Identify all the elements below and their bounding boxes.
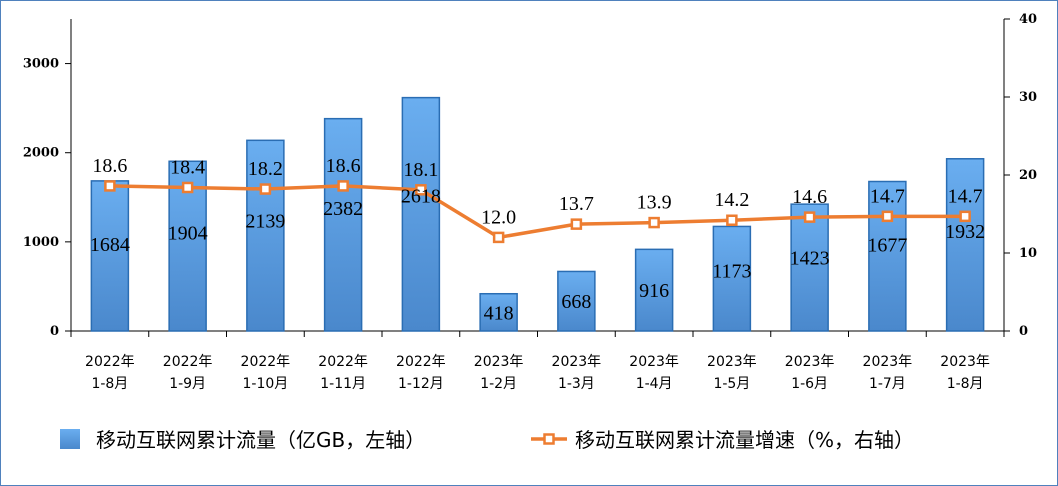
left-axis-tick-label: 1000 (23, 235, 59, 250)
x-axis-tick-label-year: 2023年 (707, 354, 757, 370)
x-axis-tick-label-period: 1-2月 (480, 376, 517, 392)
x-axis-tick-label-year: 2022年 (163, 354, 213, 370)
line-data-label: 14.7 (870, 185, 905, 207)
bar (479, 292, 518, 332)
line-point (492, 231, 505, 244)
x-axis-tick-label-year: 2022年 (241, 354, 291, 370)
bar-data-label: 1932 (945, 221, 985, 243)
bar-data-label: 1684 (90, 234, 130, 256)
legend: 移动互联网累计流量（亿GB，左轴） 移动互联网累计流量增速（%，右轴） (60, 428, 914, 452)
line-point (803, 211, 816, 223)
line-point (959, 210, 971, 223)
growth-line (109, 184, 966, 240)
x-axis-tick-label-period: 1-10月 (242, 376, 288, 392)
line-point (337, 180, 349, 192)
bar-data-label: 916 (639, 280, 669, 302)
x-axis-tick-label-year: 2023年 (629, 354, 679, 370)
line-data-label: 12.0 (481, 206, 516, 228)
x-axis-tick-label-year: 2023年 (940, 354, 990, 370)
line-point (104, 180, 116, 192)
right-axis-tick-label: 40 (1019, 12, 1037, 27)
line-data-label: 18.1 (403, 159, 438, 181)
bar (634, 248, 674, 332)
x-axis-tick-label-year: 2022年 (396, 354, 446, 370)
bar (323, 117, 363, 332)
x-axis-tick-label-period: 1-4月 (636, 376, 673, 392)
bar (401, 96, 441, 332)
data-labels: 1684 1904 2139 2382 2618 418 668 916 1173 1423 167… (90, 155, 985, 324)
bar (557, 270, 596, 332)
bar (945, 158, 985, 332)
x-axis-tick-label-period: 1-7月 (869, 376, 906, 392)
bar-data-label: 1904 (168, 223, 208, 245)
legend-bar-label: 移动互联网累计流量（亿GB，左轴） (96, 428, 425, 452)
bar-data-label: 1173 (712, 260, 751, 282)
line-point (259, 183, 272, 195)
line-point (181, 181, 194, 194)
line-point (415, 184, 427, 196)
bar-series (90, 96, 985, 332)
bar (90, 180, 130, 332)
axes: 0 1000 2000 3000 0 10 20 30 40 2022年 1-8月 2022年 1-9月… (23, 12, 1037, 392)
line-point (570, 218, 583, 230)
x-axis-tick-label-period: 1-5月 (713, 376, 750, 392)
right-axis-tick-label: 0 (1019, 324, 1028, 339)
line-data-label: 14.2 (714, 189, 749, 211)
line-point (881, 210, 894, 223)
bar-data-label: 668 (561, 291, 591, 313)
line-data-label: 18.6 (92, 155, 127, 177)
line-data-label: 18.4 (170, 156, 205, 178)
bar (790, 203, 829, 332)
x-axis-tick-label-period: 1-6月 (791, 376, 828, 392)
line-point (726, 214, 738, 226)
x-axis-tick-label-year: 2022年 (85, 354, 135, 370)
legend-line-label: 移动互联网累计流量增速（%，右轴） (575, 428, 914, 452)
bar-data-label: 1677 (867, 234, 907, 256)
line-series (104, 180, 971, 244)
right-axis-tick-label: 20 (1019, 168, 1037, 183)
line-data-label: 14.6 (792, 186, 827, 208)
x-axis-tick-label-period: 1-9月 (169, 376, 206, 392)
line-data-label: 14.7 (948, 185, 983, 207)
bar (868, 180, 907, 332)
x-axis-tick-label-period: 1-12月 (398, 376, 444, 392)
line-data-label: 18.6 (326, 155, 361, 177)
bar (246, 139, 285, 332)
x-axis-tick-label-year: 2023年 (552, 354, 602, 370)
line-data-label: 13.9 (637, 192, 672, 214)
legend-bar-swatch (60, 429, 80, 449)
bar (712, 225, 752, 332)
x-axis-tick-label-year: 2023年 (863, 354, 913, 370)
x-axis-tick-label-year: 2023年 (785, 354, 835, 370)
bar-data-label: 418 (484, 302, 514, 324)
bar-data-label: 2139 (245, 210, 285, 232)
x-axis-tick-label-period: 1-3月 (558, 376, 595, 392)
left-axis-tick-label: 3000 (23, 57, 59, 72)
bar-data-label: 2618 (401, 186, 441, 208)
line-data-label: 13.7 (559, 193, 594, 215)
line-point (648, 216, 660, 229)
bar-data-label: 2382 (323, 198, 363, 220)
x-axis-tick-label-period: 1-11月 (320, 376, 366, 392)
legend-line-marker (543, 433, 555, 445)
x-axis-tick-label-period: 1-8月 (91, 376, 128, 392)
line-data-label: 18.2 (248, 158, 283, 180)
left-axis-tick-label: 0 (50, 324, 59, 339)
right-axis-tick-label: 10 (1019, 246, 1037, 261)
x-axis-tick-label-year: 2023年 (474, 354, 524, 370)
right-axis-tick-label: 30 (1019, 90, 1037, 105)
x-axis-tick-label-period: 1-8月 (947, 376, 984, 392)
left-axis-tick-label: 2000 (23, 146, 59, 161)
bar-data-label: 1423 (790, 247, 830, 269)
x-axis-tick-label-year: 2022年 (318, 354, 368, 370)
